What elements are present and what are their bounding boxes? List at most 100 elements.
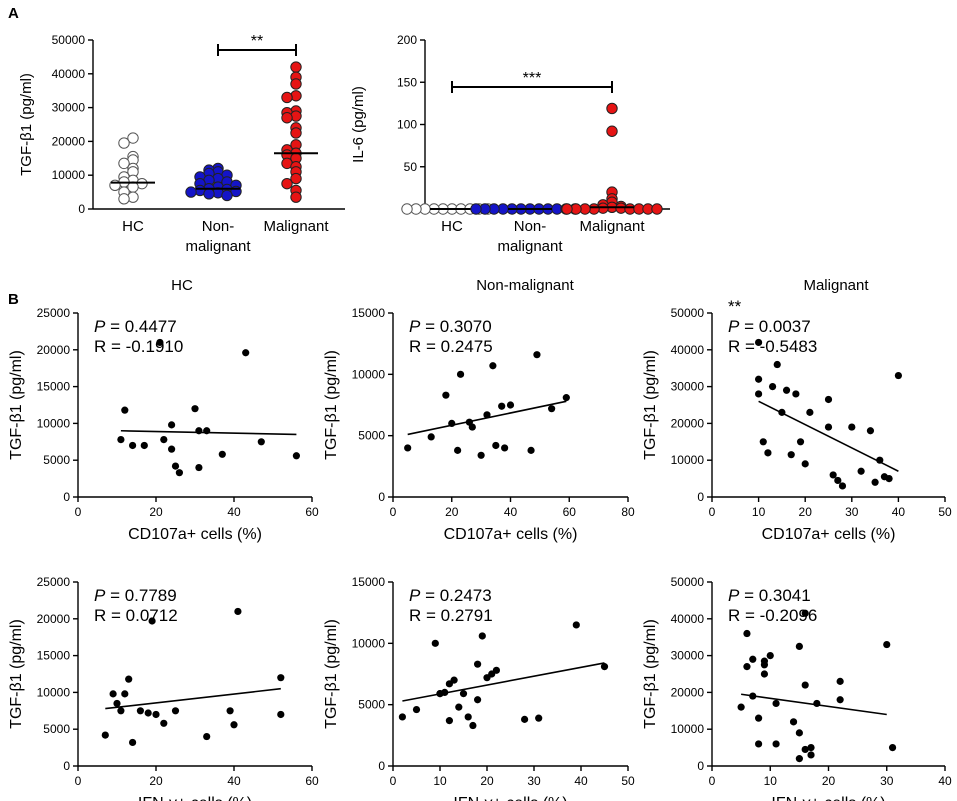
x-tick-label: 20 — [822, 774, 836, 788]
y-tick-label: 0 — [697, 759, 704, 773]
x-axis-label: CD107a+ cells (%) — [128, 526, 262, 543]
data-point — [277, 710, 285, 719]
x-tick-label: 0 — [390, 505, 397, 519]
data-point — [474, 660, 482, 668]
p-value-label: P = 0.2473 — [409, 586, 492, 605]
r-value-label: R = 0.0712 — [94, 606, 178, 625]
y-tick-label: 10000 — [52, 168, 86, 182]
x-axis-label: IFN-γ+ cells (%) — [453, 795, 567, 801]
x-tick-label: 30 — [527, 774, 541, 788]
x-tick-label: 10 — [433, 774, 447, 788]
data-point — [492, 666, 500, 674]
data-point — [795, 729, 803, 737]
data-point — [483, 411, 491, 419]
y-tick-label: 50000 — [671, 306, 705, 320]
y-tick-label: 50000 — [52, 33, 86, 47]
x-tick-label: 0 — [75, 505, 82, 519]
data-point — [160, 435, 168, 444]
y-tick-label: 25000 — [37, 575, 71, 589]
x-axis-label: CD107a+ cells (%) — [444, 526, 578, 543]
data-point — [535, 714, 543, 722]
regression-line — [402, 662, 605, 702]
data-point — [801, 609, 809, 617]
y-axis-label: TGF-β1 (pg/ml) — [323, 619, 340, 729]
x-tick-label: 60 — [305, 774, 319, 788]
data-point — [156, 338, 164, 347]
data-point — [203, 732, 211, 741]
y-tick-label: 20000 — [37, 612, 71, 626]
data-point — [801, 745, 809, 754]
significance-stars: ** — [251, 33, 263, 50]
data-point — [836, 677, 844, 685]
data-point — [469, 721, 477, 730]
data-point — [448, 419, 456, 427]
data-point — [431, 639, 439, 647]
category-label: malignant — [497, 238, 563, 255]
data-point — [789, 718, 798, 726]
data-point — [743, 663, 751, 671]
y-tick-label: 0 — [63, 490, 70, 504]
data-point — [109, 690, 117, 698]
chart-hc-cd107a: 0 5000 10000 15000 20000 25000 0 20 40 60 CD107a+ … — [8, 306, 319, 543]
data-point — [427, 433, 435, 441]
x-tick-label: 30 — [880, 774, 894, 788]
r-value-label: R = -0.2096 — [728, 606, 817, 625]
category-label: Malignant — [579, 218, 645, 235]
data-point — [121, 690, 129, 698]
x-tick-label: 20 — [799, 505, 813, 519]
data-point — [242, 349, 250, 357]
x-tick-label: 50 — [621, 774, 635, 788]
data-point — [760, 670, 769, 678]
chart-malignant-cd107a: 0 10000 20000 30000 40000 50000 0 10 20 30 40 50 CD1… — [642, 297, 952, 543]
data-point — [778, 408, 786, 416]
y-tick-label: 15000 — [37, 380, 71, 394]
data-point — [121, 406, 129, 414]
y-tick-label: 15000 — [352, 306, 386, 320]
x-tick-label: 60 — [563, 505, 577, 519]
data-point — [290, 172, 302, 185]
p-value: = 0.4477 — [105, 317, 176, 336]
data-point — [281, 112, 293, 124]
data-point — [195, 463, 203, 472]
data-point — [140, 441, 148, 450]
data-point — [455, 703, 463, 711]
p-value: = 0.3041 — [739, 586, 810, 605]
y-axis-label: TGF-β1 (pg/ml) — [642, 619, 659, 729]
y-tick-label: 0 — [63, 759, 70, 773]
data-point — [125, 675, 133, 683]
data-point — [221, 189, 233, 202]
data-point — [848, 423, 856, 431]
y-tick-label: 10000 — [671, 453, 705, 467]
y-axis-label: TGF-β1 (pg/ml) — [8, 619, 25, 729]
data-point — [113, 699, 121, 708]
data-point — [743, 629, 751, 638]
data-point — [801, 681, 809, 689]
data-point — [454, 446, 462, 454]
data-point — [606, 125, 618, 137]
x-tick-label: 80 — [621, 505, 635, 519]
x-tick-label: 20 — [445, 505, 459, 519]
data-point — [787, 451, 795, 459]
data-point — [755, 740, 763, 748]
x-tick-label: 20 — [149, 505, 163, 519]
data-point — [160, 719, 168, 727]
data-point — [606, 102, 618, 115]
data-point — [281, 177, 293, 190]
data-point — [885, 475, 893, 483]
data-point — [836, 696, 844, 704]
data-point — [749, 692, 757, 700]
category-label: Malignant — [263, 218, 329, 235]
y-tick-label: 40000 — [671, 343, 705, 357]
r-value-label: R = -0.5483 — [728, 337, 817, 356]
chart-hc-ifng: 0 5000 10000 15000 20000 25000 0 20 40 60 IFN-γ+ c… — [8, 575, 319, 801]
x-tick-label: 40 — [892, 505, 906, 519]
p-symbol: P — [409, 586, 421, 605]
r-value-label: R = -0.1910 — [94, 337, 183, 356]
data-point — [127, 132, 139, 144]
data-point — [464, 713, 472, 721]
data-point — [129, 441, 137, 450]
y-tick-label: 20000 — [671, 416, 705, 430]
data-point — [117, 707, 125, 715]
data-point — [148, 617, 156, 625]
